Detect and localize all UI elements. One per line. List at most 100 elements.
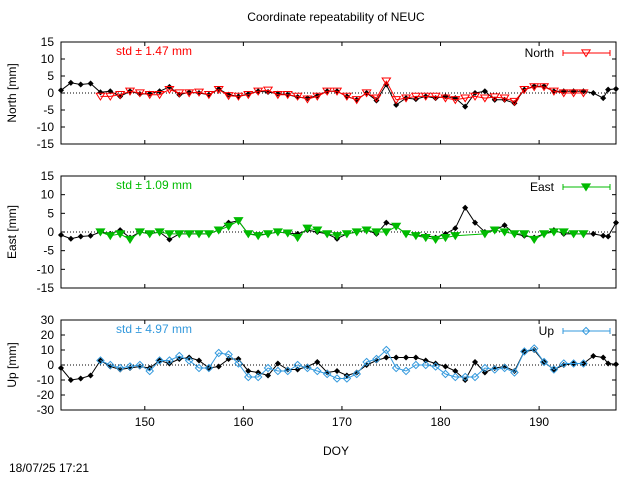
data-point-north (548, 87, 559, 96)
chart-title: Coordinate repeatability of NEUC (247, 10, 425, 24)
data-point-north (538, 83, 550, 92)
series-line-all (60, 349, 617, 381)
y-tick-label: 0 (47, 86, 54, 100)
data-point-north (410, 92, 421, 101)
data-point-all (605, 86, 612, 93)
data-point-all (605, 360, 612, 367)
data-point-up (312, 366, 322, 376)
data-point-up (342, 374, 352, 383)
data-point-up (559, 359, 569, 368)
data-point-all (166, 236, 173, 243)
data-point-up (263, 363, 273, 373)
data-point-east (430, 235, 441, 244)
data-point-north (302, 95, 313, 104)
data-point-east (568, 230, 579, 239)
panel-east: -15 -10 -5 0 5 10 15 East [mm] std ± 1.09 mm East (5, 169, 620, 295)
data-point-east (154, 228, 165, 237)
data-point-north (115, 91, 126, 100)
data-point-east (479, 230, 490, 239)
legend-label: Up (539, 324, 555, 338)
y-tick-label: 20 (41, 328, 55, 342)
data-point-up (115, 363, 125, 373)
data-point-all (383, 219, 390, 226)
data-point-north (312, 92, 323, 101)
data-point-all (501, 222, 508, 229)
legend-marker (580, 183, 592, 192)
legend-label: North (525, 46, 554, 60)
data-point-up (332, 374, 342, 383)
data-point-all (605, 233, 612, 240)
data-point-north (124, 87, 136, 96)
data-point-north (391, 96, 402, 105)
data-point-up (184, 356, 194, 365)
data-point-all (87, 80, 94, 87)
data-point-east (548, 228, 559, 237)
data-point-all (77, 81, 84, 88)
data-point-all (314, 358, 321, 366)
data-point-up (155, 356, 164, 365)
data-point-east (371, 228, 382, 237)
data-point-all (235, 355, 242, 363)
data-point-all (393, 101, 400, 108)
data-point-north (400, 94, 412, 103)
data-point-north (184, 89, 195, 98)
data-point-all (225, 355, 232, 363)
y-tick-label: 30 (41, 313, 55, 327)
data-point-up (529, 344, 539, 353)
data-point-all (77, 375, 84, 382)
data-point-north (568, 89, 579, 98)
data-point-east (420, 233, 431, 243)
y-tick-label: 10 (41, 188, 55, 202)
data-point-east (243, 230, 254, 239)
data-point-up (362, 357, 371, 367)
data-point-east (223, 222, 234, 231)
y-tick-label: -15 (37, 281, 55, 295)
data-point-all (612, 361, 620, 368)
data-point-north (174, 89, 185, 98)
data-point-east (400, 230, 412, 239)
data-point-up (96, 356, 105, 365)
data-point-north (262, 86, 274, 95)
data-point-up (174, 351, 184, 361)
x-tick-label: 190 (529, 415, 549, 429)
data-point-up (549, 365, 559, 374)
data-point-east (331, 232, 343, 241)
data-point-all (412, 354, 419, 361)
data-point-north (154, 91, 165, 100)
x-tick-label: 170 (332, 415, 352, 429)
data-point-all (107, 88, 114, 95)
legend-label: East (530, 180, 555, 194)
data-point-north (144, 91, 155, 100)
data-point-east (341, 230, 352, 239)
y-tick-label: -15 (37, 137, 55, 151)
data-point-north (134, 89, 145, 98)
data-point-east (233, 217, 244, 226)
data-point-north (381, 77, 392, 86)
std-label: std ± 1.09 mm (116, 178, 192, 192)
data-point-east (164, 230, 175, 239)
data-point-north (272, 91, 283, 100)
data-point-east (381, 228, 392, 237)
data-point-all (274, 360, 281, 367)
y-axis-label: North [mm] (5, 63, 19, 122)
y-tick-label: 5 (47, 206, 54, 220)
data-point-up (204, 363, 214, 373)
data-point-all (600, 354, 607, 361)
data-point-up (480, 363, 490, 373)
data-point-east (391, 222, 402, 231)
y-tick-label: 0 (47, 225, 54, 239)
data-point-all (57, 364, 65, 372)
y-axis-label: Up [mm] (5, 342, 19, 387)
data-point-north (578, 89, 589, 98)
data-point-east (262, 230, 274, 239)
data-point-all (333, 367, 341, 375)
data-point-up (520, 347, 529, 356)
data-point-up (451, 372, 460, 382)
data-point-all (462, 204, 469, 211)
data-point-north (529, 83, 540, 92)
data-point-up (243, 372, 253, 382)
timestamp-label: 18/07/25 17:21 (9, 461, 89, 475)
data-point-all (57, 87, 65, 94)
